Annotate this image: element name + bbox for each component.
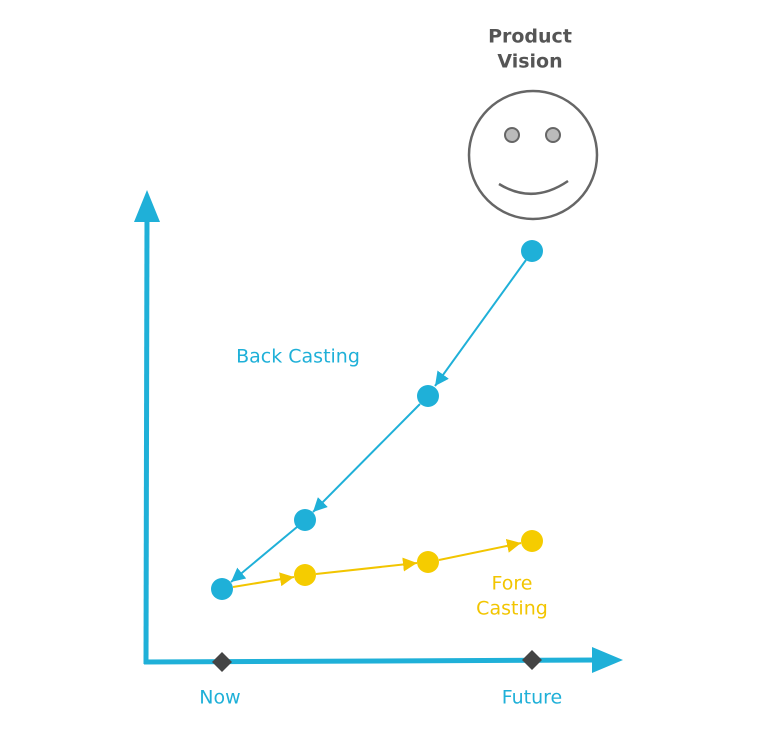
back-node (294, 509, 316, 531)
now-node (211, 578, 233, 600)
back-arrow (434, 259, 527, 387)
fore-node (521, 530, 543, 552)
fore-node (294, 564, 316, 586)
fore-arrow (315, 557, 418, 575)
milestone-marker (522, 650, 542, 670)
y-axis-arrow (134, 190, 160, 222)
face-eye (504, 127, 520, 143)
fore-casting-label: Fore (492, 573, 533, 595)
back-casting-label: Back Casting (236, 346, 360, 368)
back-node (417, 385, 439, 407)
timeline-label: Future (502, 687, 563, 709)
y-axis (143, 214, 150, 665)
milestone-marker (212, 652, 232, 672)
face-eye (545, 127, 561, 143)
fore-casting-label: Casting (476, 598, 548, 620)
back-arrow (312, 403, 421, 513)
fore-arrow (438, 538, 522, 561)
back-node (521, 240, 543, 262)
timeline-label: Now (199, 687, 240, 709)
fore-node (417, 551, 439, 573)
vision-label: Product (488, 26, 572, 48)
back-arrow (230, 526, 298, 583)
face-smile (498, 179, 569, 196)
vision-label: Vision (497, 51, 562, 73)
x-axis-arrow (592, 647, 623, 673)
fore-arrow (232, 572, 295, 588)
vision-face (467, 89, 599, 221)
